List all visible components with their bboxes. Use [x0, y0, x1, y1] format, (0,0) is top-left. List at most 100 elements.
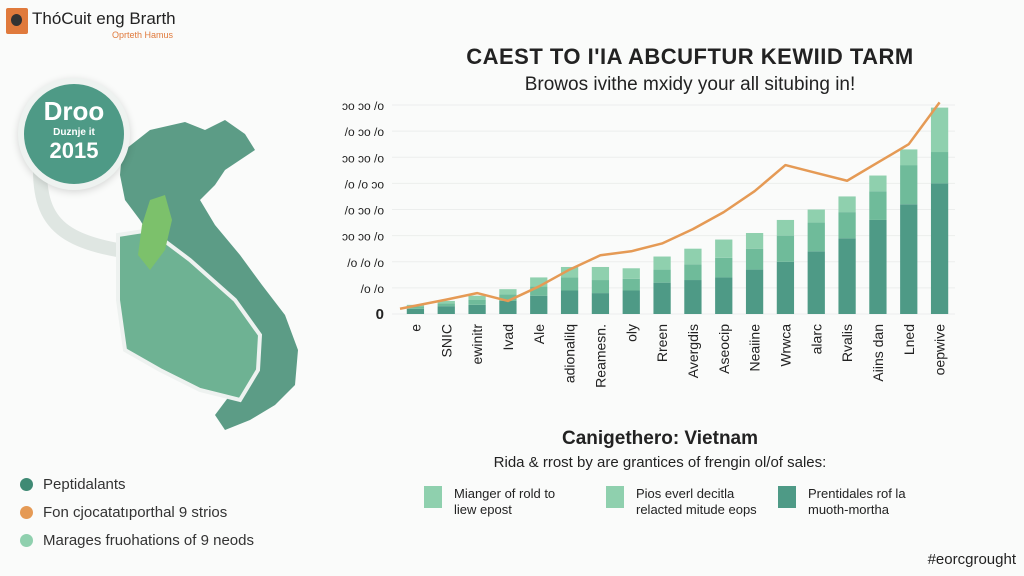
bar-segment	[560, 290, 579, 314]
bar-segment	[468, 295, 486, 300]
y-tick-label: /o /o	[361, 282, 385, 296]
bar-segment	[715, 277, 733, 314]
legend-label: Prentidales rof la muoth-mortha	[808, 486, 906, 517]
legend-label: Peptidalants	[43, 476, 126, 493]
badge-line2: Duznje it	[53, 127, 95, 138]
hashtag: #eorcgrought	[927, 551, 1016, 568]
chart-title: CAEST TO I'IA ABCUFTUR KEWIID TARM	[466, 44, 914, 69]
section-title: Canigethero: Vietnam	[561, 428, 759, 449]
bar-segment	[530, 295, 548, 314]
legend-dot-icon	[20, 506, 33, 519]
bottom-legend-item: Pios everl decitla relacted mitude eops	[606, 486, 766, 518]
bar-segment	[437, 300, 455, 304]
x-tick-label: e	[407, 324, 423, 332]
bar-segment	[591, 293, 610, 314]
bar-segment	[869, 175, 887, 192]
y-tick-label: /o ɔo /o	[345, 204, 385, 218]
x-tick-label: SNIC	[438, 324, 454, 357]
x-tick-label: oly	[623, 324, 639, 342]
bar-segment	[530, 277, 548, 287]
x-tick-label: Aiins dan	[870, 324, 886, 382]
brand-name: ThóCuit eng Brarth	[32, 9, 176, 28]
bar-segment	[807, 209, 825, 223]
bar-segment	[468, 304, 486, 314]
bar-segment	[715, 239, 733, 258]
legend-label: Fon cjocatatıporthal 9 strios	[43, 504, 228, 521]
legend-square-icon	[424, 486, 442, 508]
bar-segment	[900, 149, 918, 166]
badge-line1: Droo	[43, 96, 105, 126]
bar-segment	[776, 219, 795, 236]
bar-segment	[684, 280, 702, 314]
x-tick-label: Reamesn.	[592, 324, 608, 388]
x-tick-label: Wrwca	[777, 324, 793, 367]
vietnam-map	[33, 120, 298, 430]
x-tick-label: Lned	[901, 324, 917, 355]
x-tick-label: alarc	[808, 324, 824, 354]
bar-segment	[622, 290, 640, 314]
bar-segment	[622, 278, 640, 291]
bar-segment	[560, 266, 579, 278]
x-tick-label: ewinitr	[469, 324, 485, 365]
bar-segment	[807, 222, 825, 252]
x-tick-label: adionalilq	[562, 324, 578, 383]
bar-segment	[499, 300, 517, 314]
brand-subtitle: Oprteth Hamus	[112, 30, 174, 40]
y-tick-label: ɔo ɔo /o	[342, 230, 384, 244]
legend-item: Fon cjocatatıporthal 9 strios	[20, 504, 254, 521]
bar-segment	[684, 248, 702, 265]
bar-segment	[930, 152, 949, 184]
bottom-legend-item: Prentidales rof la muoth-mortha	[778, 486, 948, 518]
x-tick-label: Ivad	[500, 324, 516, 350]
bar-segment	[653, 269, 671, 283]
bar-segment	[653, 256, 671, 270]
legend-item: Marages fruohations of 9 neods	[20, 532, 254, 549]
logo-icon	[6, 8, 28, 34]
map-highlight-region	[138, 195, 172, 270]
bar-segment	[591, 266, 610, 281]
bar-segment	[776, 261, 795, 314]
legend-dot-icon	[20, 534, 33, 547]
bar-segment	[653, 282, 671, 314]
y-tick-label: ɔo ɔo /o	[342, 151, 384, 165]
section-subtitle: Rida & rrost by are grantices of frengin…	[493, 454, 827, 471]
x-tick-label: Avergdis	[685, 324, 701, 378]
bar-segment	[838, 238, 856, 314]
bar-segment	[499, 294, 517, 301]
bar-segment	[776, 235, 795, 262]
bar-segment	[499, 289, 517, 295]
bar-segment	[684, 264, 702, 281]
y-tick-label: 0	[376, 306, 384, 323]
trend-line	[399, 101, 941, 311]
bar-segment	[406, 306, 425, 309]
x-tick-label: oepwive	[932, 324, 948, 376]
bar-segment	[838, 196, 856, 213]
bar-segment	[560, 277, 579, 291]
bar-segment	[406, 308, 425, 314]
bar-segment	[807, 251, 825, 314]
bar-segment	[591, 280, 610, 294]
bar-segment	[437, 306, 455, 314]
y-tick-label: /o ɔo /o	[345, 125, 385, 139]
bar-segment	[869, 219, 887, 314]
x-tick-label: Rvalis	[839, 324, 855, 362]
bar-segment	[838, 212, 856, 239]
bar-segment	[900, 204, 918, 314]
bar-segment	[622, 268, 640, 279]
legend-item: Peptidalants	[20, 476, 254, 493]
map-left-region	[116, 227, 263, 403]
legend-square-icon	[606, 486, 624, 508]
bar-segment	[930, 183, 949, 314]
bar-line-chart: 0/o /o/o /o /o ɔo ɔo /o/o ɔo /o/o /o ɔo ɔo…	[342, 99, 955, 388]
left-legend: Peptidalants Fon cjocatatıporthal 9 stri…	[20, 476, 254, 549]
legend-square-icon	[778, 486, 796, 508]
y-tick-label: /o /o /o	[347, 256, 384, 270]
legend-label: Marages fruohations of 9 neods	[43, 532, 254, 549]
bottom-legend-item: Mianger of rold to liew epost	[424, 486, 574, 518]
bar-segment	[900, 165, 918, 205]
legend-dot-icon	[20, 478, 33, 491]
x-tick-label: Ale	[531, 324, 547, 344]
chart-subtitle: Browos ivithe mxidy your all situbing in…	[524, 74, 856, 95]
y-tick-label: /o /o ɔo	[345, 177, 385, 191]
x-tick-label: Neaiine	[747, 324, 763, 372]
